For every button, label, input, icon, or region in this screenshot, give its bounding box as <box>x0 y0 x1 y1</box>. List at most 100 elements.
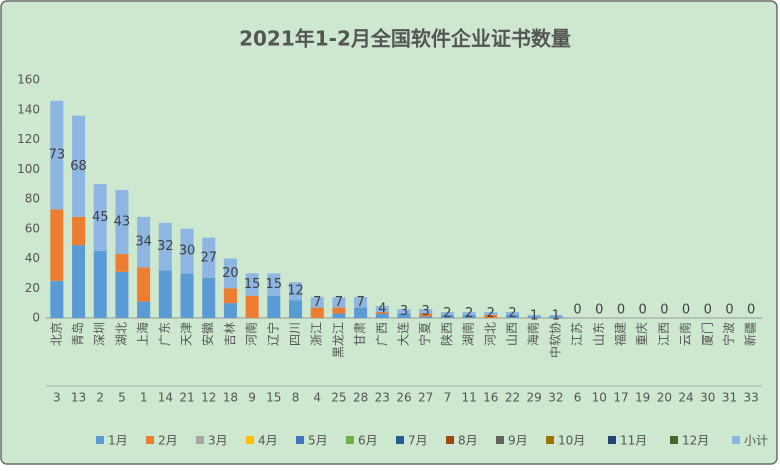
bar-segment <box>72 216 86 246</box>
bar-segment <box>115 190 129 255</box>
category-code: 31 <box>722 391 737 405</box>
category-code: 4 <box>313 391 321 405</box>
x-tick-label: 山西 <box>505 322 519 346</box>
data-label: 0 <box>725 303 733 318</box>
bar-segment <box>93 251 107 318</box>
data-label: 2 <box>508 306 516 321</box>
legend-label: 4月 <box>258 434 278 448</box>
category-code: 13 <box>71 391 86 405</box>
data-label: 7 <box>313 295 321 310</box>
category-code: 28 <box>353 391 368 405</box>
bar-segment <box>72 115 86 217</box>
y-tick-label: 100 <box>17 162 40 176</box>
data-label: 73 <box>49 148 66 163</box>
data-label: 2 <box>443 306 451 321</box>
data-label: 0 <box>682 303 690 318</box>
data-label: 1 <box>530 308 538 323</box>
legend-swatch <box>608 436 616 444</box>
x-tick-label: 天津 <box>180 322 194 346</box>
bar-segment <box>354 307 368 318</box>
x-tick-label: 厦门 <box>699 322 714 346</box>
x-tick-label: 甘肃 <box>353 322 367 346</box>
x-tick-label: 云南 <box>678 322 693 346</box>
bar-segment <box>50 100 64 210</box>
bar-segment <box>202 277 216 318</box>
legend-label: 11月 <box>620 434 647 448</box>
data-label: 34 <box>135 235 152 250</box>
category-code: 11 <box>461 391 476 405</box>
bar-segment <box>419 316 433 318</box>
bar-segment <box>223 303 237 318</box>
x-tick-label: 江西 <box>657 322 671 346</box>
data-label: 0 <box>660 303 668 318</box>
data-label: 68 <box>70 159 87 174</box>
bar-segment <box>50 209 64 281</box>
legend-label: 3月 <box>208 434 228 448</box>
legend-label: 7月 <box>408 434 428 448</box>
category-code: 14 <box>158 391 173 405</box>
bar-segment <box>115 271 129 318</box>
category-code: 8 <box>292 391 300 405</box>
y-tick-label: 80 <box>25 192 40 206</box>
x-tick-label: 广东 <box>158 322 172 346</box>
legend-swatch <box>146 436 154 444</box>
bar-segment <box>180 228 194 274</box>
bar-segment <box>484 315 498 318</box>
bar-segment <box>375 306 389 313</box>
bar-segment <box>137 216 151 268</box>
x-tick-label: 广西 <box>375 322 389 346</box>
category-code: 24 <box>678 391 693 405</box>
bar-segment <box>93 184 107 252</box>
legend-swatch <box>546 436 554 444</box>
legend-swatch <box>296 436 304 444</box>
bar-segment <box>332 297 346 308</box>
category-code: 12 <box>201 391 216 405</box>
bar-segment <box>527 315 541 317</box>
bar-segment <box>397 313 411 318</box>
category-code: 16 <box>483 391 498 405</box>
bar-segment <box>289 282 303 301</box>
x-tick-label: 福建 <box>612 322 627 346</box>
x-tick-label: 宁波 <box>721 322 736 346</box>
bar-segment <box>289 300 303 318</box>
data-label: 0 <box>595 303 603 318</box>
bar-segment <box>310 297 324 308</box>
legend-swatch <box>396 436 404 444</box>
bar-segment <box>505 312 519 316</box>
x-tick-label: 辽宁 <box>265 322 280 346</box>
category-code: 7 <box>444 391 452 405</box>
bar-segment <box>223 258 237 289</box>
y-tick-label: 140 <box>17 102 40 116</box>
category-code: 9 <box>248 391 256 405</box>
category-code: 29 <box>527 391 542 405</box>
x-tick-label: 重庆 <box>635 322 649 346</box>
bar-segment <box>267 273 281 296</box>
category-code: 5 <box>118 391 126 405</box>
bar-segment <box>397 309 411 314</box>
category-code: 21 <box>179 391 194 405</box>
data-label: 15 <box>244 277 261 292</box>
y-tick-label: 120 <box>17 132 40 146</box>
data-label: 2 <box>487 306 495 321</box>
data-label: 43 <box>114 215 131 230</box>
category-code: 6 <box>574 391 582 405</box>
chart-title: 2021年1-2月全国软件企业证书数量 <box>239 27 571 51</box>
bar-segment <box>440 315 454 318</box>
legend-swatch <box>96 436 104 444</box>
bar-segment <box>245 273 259 296</box>
data-label: 0 <box>617 303 625 318</box>
y-tick-label: 20 <box>25 281 40 295</box>
bar-segment <box>375 312 389 314</box>
x-tick-label: 河南 <box>244 322 259 346</box>
data-label: 2 <box>465 306 473 321</box>
bar-segment <box>419 313 433 317</box>
x-tick-label: 陕西 <box>439 322 454 346</box>
legend-label: 12月 <box>682 434 709 448</box>
data-label: 12 <box>287 284 304 299</box>
data-label: 20 <box>222 266 239 281</box>
bar-segment <box>375 313 389 318</box>
bar-segment <box>158 270 172 318</box>
data-label: 45 <box>92 210 109 225</box>
bar-segment <box>267 295 281 318</box>
data-label: 0 <box>747 303 755 318</box>
